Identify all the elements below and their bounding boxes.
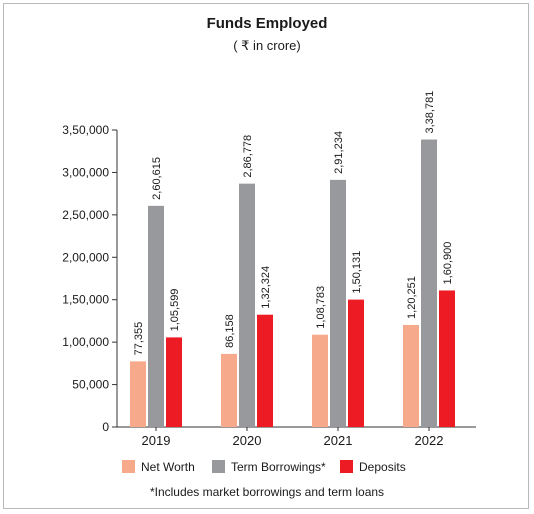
legend-swatch bbox=[122, 460, 135, 473]
y-tick-label: 50,000 bbox=[72, 378, 109, 392]
x-tick-label: 2022 bbox=[415, 433, 444, 448]
legend-swatch bbox=[340, 460, 353, 473]
legend-label: Deposits bbox=[359, 460, 406, 474]
bar-term-borrowings-2019 bbox=[148, 205, 164, 427]
x-tick-label: 2019 bbox=[142, 433, 171, 448]
bar-value-label: 2,91,234 bbox=[333, 131, 345, 174]
chart-footnote: *Includes market borrowings and term loa… bbox=[149, 485, 385, 499]
legend-swatch bbox=[212, 460, 225, 473]
bar-deposits-2019 bbox=[166, 337, 182, 427]
x-tick-label: 2021 bbox=[324, 433, 353, 448]
bar-net-worth-2021 bbox=[312, 334, 328, 427]
legend-label: Term Borrowings* bbox=[231, 460, 326, 474]
bar-deposits-2022 bbox=[439, 290, 455, 427]
bar-value-label: 1,50,131 bbox=[351, 251, 363, 294]
x-tick-label: 2020 bbox=[233, 433, 262, 448]
y-tick-label: 2,00,000 bbox=[62, 250, 109, 264]
bar-value-label: 1,08,783 bbox=[315, 286, 327, 329]
legend-label: Net Worth bbox=[141, 460, 195, 474]
y-tick-label: 3,00,000 bbox=[62, 165, 109, 179]
y-tick-label: 3,50,000 bbox=[62, 123, 109, 137]
bar-deposits-2021 bbox=[348, 299, 364, 427]
bar-deposits-2020 bbox=[257, 314, 273, 427]
y-tick-label: 2,50,000 bbox=[62, 208, 109, 222]
bar-value-label: 86,158 bbox=[224, 314, 236, 348]
bar-value-label: 1,05,599 bbox=[169, 289, 181, 332]
chart-frame bbox=[3, 3, 529, 509]
bar-value-label: 1,60,900 bbox=[442, 242, 454, 285]
bar-value-label: 2,86,778 bbox=[242, 135, 254, 178]
bar-term-borrowings-2022 bbox=[421, 139, 437, 427]
bar-net-worth-2022 bbox=[403, 324, 419, 427]
bar-net-worth-2019 bbox=[130, 361, 146, 427]
bar-value-label: 3,38,781 bbox=[424, 91, 436, 134]
bar-term-borrowings-2020 bbox=[239, 183, 255, 427]
bar-net-worth-2020 bbox=[221, 353, 237, 427]
chart-title: Funds Employed bbox=[206, 15, 328, 32]
bar-value-label: 1,20,251 bbox=[406, 276, 418, 319]
bar-value-label: 77,355 bbox=[133, 322, 145, 356]
chart-subtitle: ( ₹ in crore) bbox=[233, 38, 301, 53]
y-tick-label: 0 bbox=[102, 420, 109, 434]
y-tick-label: 1,50,000 bbox=[62, 293, 109, 307]
y-tick-label: 1,00,000 bbox=[62, 335, 109, 349]
bar-value-label: 2,60,615 bbox=[151, 157, 163, 200]
bar-value-label: 1,32,324 bbox=[260, 266, 272, 309]
bar-term-borrowings-2021 bbox=[330, 179, 346, 427]
